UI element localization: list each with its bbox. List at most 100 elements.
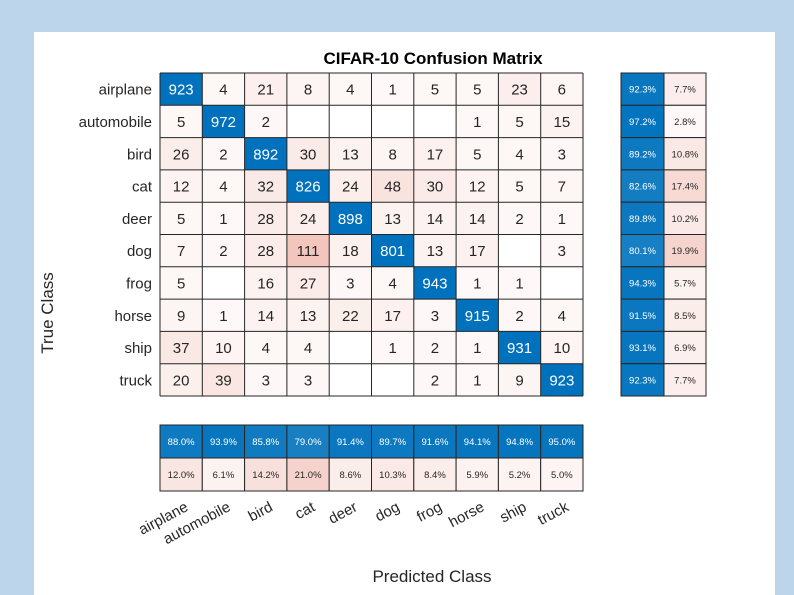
matrix-cell-value: 14 [257, 308, 274, 325]
matrix-cell-value: 4 [262, 340, 270, 357]
matrix-cell-value: 18 [342, 243, 359, 260]
column-summary-incorrect-cell [413, 457, 457, 492]
column-summary-incorrect-value: 5.9% [466, 470, 488, 481]
row-summary-correct-value: 92.3% [629, 85, 656, 96]
row-summary-incorrect-value: 7.7% [674, 85, 696, 96]
matrix-cell [202, 266, 245, 300]
matrix-cell-value: 4 [515, 146, 523, 163]
matrix-cell-value: 20 [173, 372, 190, 389]
matrix-cell-value: 30 [300, 146, 317, 163]
matrix-cell-value: 5 [515, 179, 523, 196]
matrix-cell-value: 1 [473, 275, 481, 292]
matrix-cell [244, 105, 287, 138]
row-summary-incorrect-value: 19.9% [672, 246, 699, 257]
matrix-cell-value: 17 [384, 308, 401, 325]
row-summary-incorrect-value: 5.7% [674, 278, 696, 289]
column-summary-correct-cell [413, 424, 457, 459]
row-summary-incorrect-cell [663, 72, 707, 106]
matrix-cell [286, 169, 330, 203]
matrix-cell-value: 14 [427, 211, 444, 228]
matrix-cell [160, 266, 203, 300]
row-summary-incorrect-cell [663, 363, 707, 397]
y-tick-label: automobile [79, 114, 152, 131]
matrix-cell-value: 943 [422, 275, 447, 292]
matrix-cell-value: 2 [431, 372, 439, 389]
matrix-cell [498, 73, 541, 106]
matrix-cell-value: 5 [177, 114, 185, 131]
matrix-cell-value: 2 [219, 146, 227, 163]
x-tick-label: ship [497, 499, 529, 527]
matrix-cell-value: 111 [297, 243, 320, 260]
matrix-cell-value: 8 [388, 146, 396, 163]
matrix-cell-value: 1 [388, 340, 396, 357]
matrix-cell [456, 299, 499, 332]
matrix-cell-value: 2 [219, 243, 227, 260]
matrix-cell [371, 234, 414, 267]
y-tick-label: airplane [99, 82, 152, 99]
matrix-cell [413, 234, 457, 267]
y-tick-label: dog [127, 243, 152, 260]
column-summary-correct-value: 91.6% [421, 437, 448, 448]
matrix-cell [540, 169, 583, 203]
matrix-cell [498, 169, 541, 203]
column-summary-incorrect-value: 8.6% [340, 470, 362, 481]
matrix-cell-value: 2 [431, 340, 439, 357]
figure-panel: CIFAR-10 Confusion Matrix 923 4 21 8 4 1 5 5 23 6… [34, 32, 775, 595]
matrix-cell-value: 28 [257, 211, 274, 228]
matrix-cell-value: 10 [554, 340, 571, 357]
matrix-cell [244, 363, 287, 396]
column-summary-incorrect-value: 10.3% [379, 470, 406, 481]
matrix-cell [202, 331, 245, 364]
matrix-cell-value: 6 [558, 82, 566, 99]
matrix-cell-value: 24 [342, 179, 359, 196]
matrix-cell [329, 234, 372, 267]
matrix-cell-value: 5 [473, 82, 481, 99]
column-summary-incorrect-value: 5.0% [551, 470, 573, 481]
matrix-cell-value: 4 [346, 82, 354, 99]
column-summary-incorrect-cell [159, 457, 203, 492]
matrix-cell-value: 13 [342, 146, 359, 163]
matrix-cell [540, 234, 583, 267]
row-summary-correct-cell [620, 266, 665, 300]
matrix-cell [329, 137, 372, 170]
x-axis-label: Predicted Class [372, 567, 491, 586]
matrix-cell [244, 137, 287, 170]
matrix-cell [202, 169, 245, 203]
matrix-cell-value: 24 [300, 211, 317, 228]
matrix-cell [371, 299, 414, 332]
row-summary-correct-value: 80.1% [629, 246, 656, 257]
column-summary-incorrect-cell [455, 457, 499, 492]
matrix-cell [160, 331, 203, 364]
column-summary-correct-value: 88.0% [168, 437, 195, 448]
matrix-cell-value: 2 [515, 211, 523, 228]
matrix-cell [329, 266, 372, 300]
matrix-cell-value: 923 [169, 82, 194, 99]
matrix-cell-value: 3 [558, 243, 566, 260]
row-summary-correct-value: 97.2% [629, 117, 656, 128]
matrix-cell [202, 202, 245, 235]
matrix-cell [371, 266, 414, 300]
matrix-cell-value: 7 [558, 179, 566, 196]
matrix-cell-value: 2 [515, 308, 523, 325]
matrix-cell [456, 331, 499, 364]
matrix-cell [456, 137, 499, 170]
matrix-cell-value: 4 [388, 275, 396, 292]
matrix-cell [244, 202, 287, 235]
matrix-cell-value: 892 [253, 146, 278, 163]
matrix-cell-value: 21 [257, 82, 274, 99]
matrix-cell [413, 363, 457, 396]
matrix-cell [413, 137, 457, 170]
x-tick-label: cat [292, 498, 318, 523]
matrix-cell [160, 299, 203, 332]
x-tick-label: truck [535, 498, 572, 529]
matrix-cell-value: 5 [473, 146, 481, 163]
matrix-cell-value: 1 [219, 308, 227, 325]
matrix-cell-value: 9 [515, 372, 523, 389]
matrix-cell [456, 73, 499, 106]
matrix-cell [498, 363, 541, 396]
matrix-cell-value: 12 [173, 179, 190, 196]
row-summary-incorrect-value: 7.7% [674, 375, 696, 386]
matrix-cell-value: 30 [427, 179, 444, 196]
matrix-cell [202, 105, 245, 138]
